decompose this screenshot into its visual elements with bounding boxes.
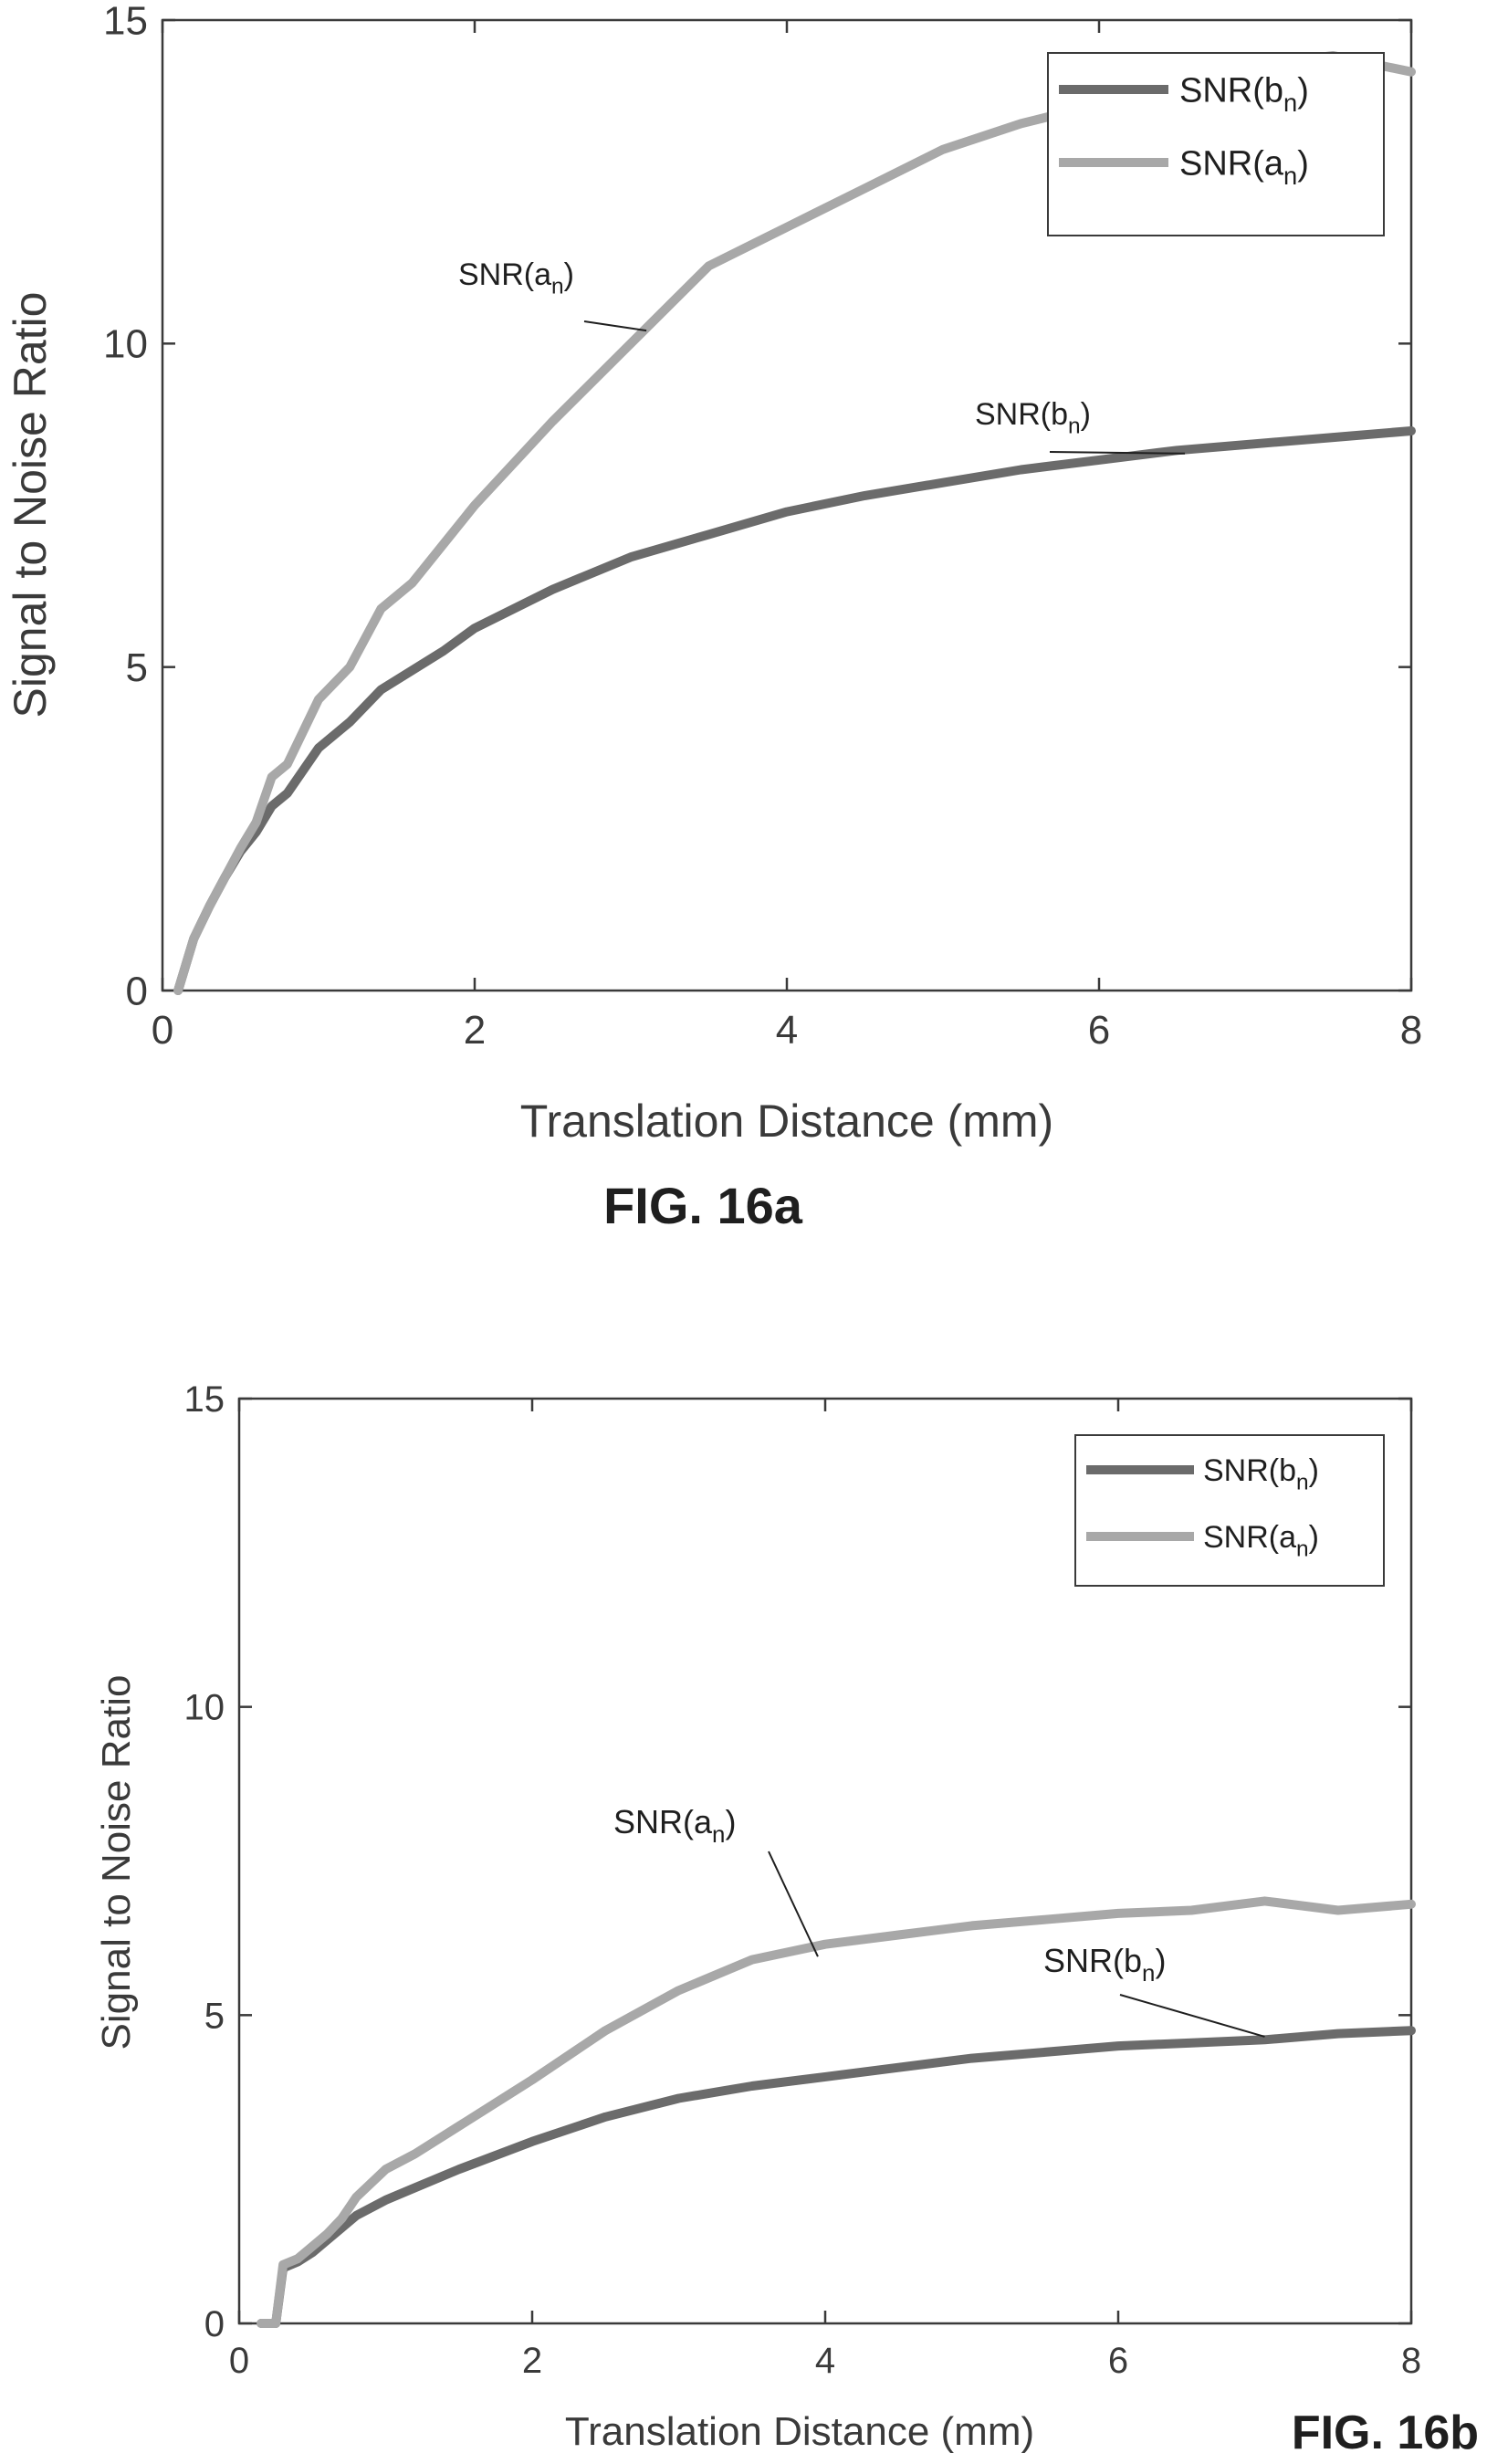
y-tick-label: 10 <box>184 1688 225 1728</box>
x-tick-label: 2 <box>522 2341 542 2381</box>
annotation-label: SNR(bn) <box>1043 1942 1166 1987</box>
x-axis-label: Translation Distance (mm) <box>565 2409 1034 2454</box>
y-tick-label: 5 <box>204 1996 225 2036</box>
legend-box <box>1074 1434 1385 1587</box>
series-line-snr-b <box>173 426 1416 995</box>
x-tick-label: 8 <box>1400 1008 1422 1053</box>
annotation-label: SNR(an) <box>613 1803 736 1848</box>
series-line-snr-b <box>257 2026 1416 2328</box>
figure-caption: FIG. 16b <box>1292 2406 1479 2459</box>
legend-entry: SNR(bn) <box>1179 71 1309 117</box>
legend-box <box>1047 52 1385 236</box>
series-line-snr-a <box>257 1896 1416 2328</box>
y-tick-label: 15 <box>184 1379 225 1420</box>
y-tick-label: 0 <box>126 969 148 1013</box>
x-tick-label: 0 <box>152 1008 173 1053</box>
x-tick-label: 4 <box>776 1008 798 1053</box>
chart-16a: 0 2 4 6 8 0 5 10 15 Translation Distance (mm) Sign… <box>5 0 1422 1234</box>
legend-entry: SNR(bn) <box>1203 1453 1319 1495</box>
annotation-leader <box>583 320 647 332</box>
x-tick-label: 6 <box>1108 2341 1128 2381</box>
y-tick-label: 10 <box>103 322 148 367</box>
legend-entry: SNR(an) <box>1203 1520 1319 1562</box>
y-axis-label: Signal to Noise Ratio <box>94 1675 139 2050</box>
figure-caption: FIG. 16a <box>603 1177 803 1234</box>
chart-16b: 0 2 4 6 8 0 5 10 15 Translation Distance (mm) Sign… <box>94 1379 1479 2459</box>
x-tick-label: 0 <box>229 2341 249 2381</box>
annotation-leader <box>768 1851 819 1957</box>
y-tick-label: 5 <box>126 645 148 690</box>
x-tick-label: 4 <box>815 2341 835 2381</box>
legend: SNR(bn) SNR(an) <box>1047 52 1385 236</box>
annotation-label: SNR(bn) <box>975 397 1091 439</box>
y-axis-label: Signal to Noise Ratio <box>5 292 56 718</box>
x-axis-label: Translation Distance (mm) <box>520 1096 1053 1147</box>
legend-entry: SNR(an) <box>1179 144 1309 190</box>
annotation-leader <box>1119 1994 1265 2038</box>
x-tick-label: 6 <box>1088 1008 1110 1053</box>
y-tick-label: 15 <box>103 0 148 43</box>
annotation-leader <box>1049 451 1186 455</box>
x-tick-label: 8 <box>1401 2341 1421 2381</box>
annotation-label: SNR(an) <box>458 257 574 299</box>
y-tick-label: 0 <box>204 2304 225 2344</box>
legend: SNR(bn) SNR(an) <box>1074 1434 1385 1587</box>
x-tick-label: 2 <box>464 1008 486 1053</box>
